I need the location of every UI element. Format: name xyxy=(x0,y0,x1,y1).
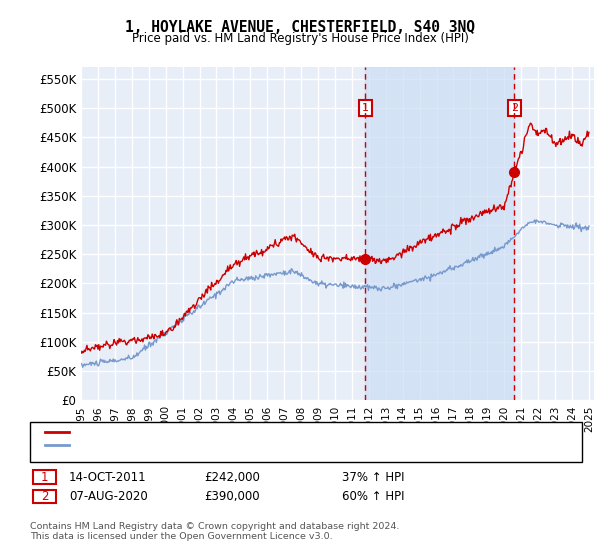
Text: £242,000: £242,000 xyxy=(204,470,260,484)
Text: 07-AUG-2020: 07-AUG-2020 xyxy=(69,490,148,503)
Bar xyxy=(365,67,514,400)
Text: 60% ↑ HPI: 60% ↑ HPI xyxy=(342,490,404,503)
Text: 14-OCT-2011: 14-OCT-2011 xyxy=(69,470,146,484)
Text: HPI: Average price, detached house, Chesterfield: HPI: Average price, detached house, Ches… xyxy=(72,440,341,450)
Text: Contains HM Land Registry data © Crown copyright and database right 2024.
This d: Contains HM Land Registry data © Crown c… xyxy=(30,522,400,542)
Text: 1: 1 xyxy=(41,470,48,484)
Text: 2: 2 xyxy=(41,490,48,503)
Text: 1, HOYLAKE AVENUE, CHESTERFIELD, S40 3NQ: 1, HOYLAKE AVENUE, CHESTERFIELD, S40 3NQ xyxy=(125,20,475,35)
Text: £390,000: £390,000 xyxy=(204,490,260,503)
Text: 37% ↑ HPI: 37% ↑ HPI xyxy=(342,470,404,484)
Text: 2: 2 xyxy=(511,103,518,113)
Text: 1: 1 xyxy=(362,103,369,113)
Text: Price paid vs. HM Land Registry's House Price Index (HPI): Price paid vs. HM Land Registry's House … xyxy=(131,32,469,45)
Text: 1, HOYLAKE AVENUE, CHESTERFIELD, S40 3NQ (detached house): 1, HOYLAKE AVENUE, CHESTERFIELD, S40 3NQ… xyxy=(72,427,427,437)
